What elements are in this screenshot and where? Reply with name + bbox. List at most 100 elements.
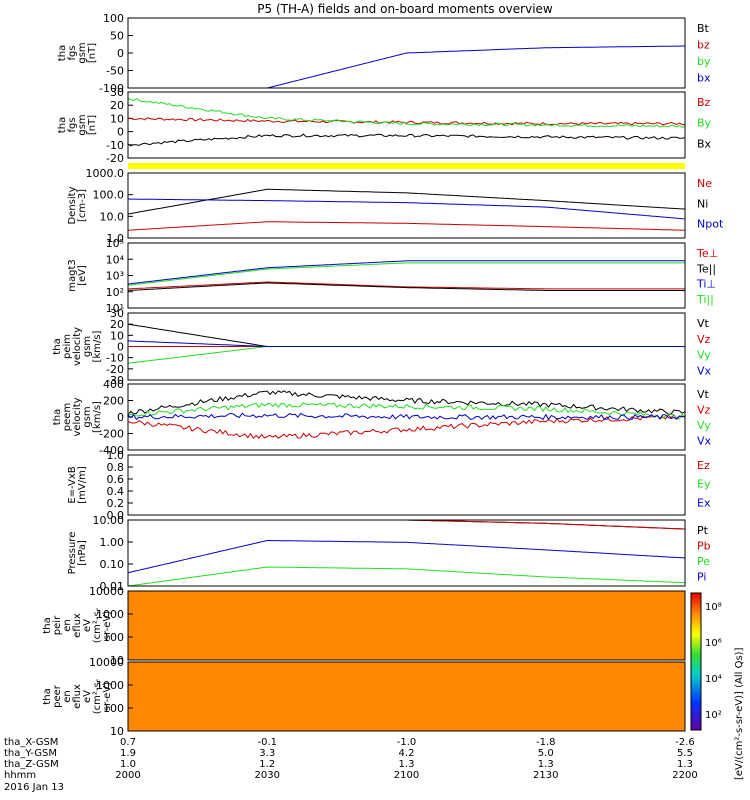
xaxis-value: 1.0 <box>120 759 136 770</box>
ytick-label: 10.00 <box>93 514 125 527</box>
xaxis-value: -2.6 <box>675 737 695 748</box>
ytick-label: -200 <box>99 428 124 441</box>
panel-frame <box>127 91 686 159</box>
xaxis-value: 2100 <box>394 770 419 781</box>
series-Te⊥ <box>127 281 685 290</box>
ytick-label: 10¹ <box>106 302 124 315</box>
ylabel-line: [km/s] <box>92 401 103 433</box>
panel-frame <box>127 383 686 451</box>
series-Vy <box>127 402 686 420</box>
legend-entry: Ez <box>697 459 710 472</box>
ylabel-line: (cm²-s- <box>92 607 103 643</box>
ytick-label: -20 <box>106 152 124 165</box>
ytick-label: 20 <box>110 318 124 331</box>
series-By <box>127 98 686 128</box>
colorbar-tick: 10⁶ <box>705 638 722 649</box>
panel-peir: 10000 1000 100 10 tha peir en eflux eV (cm²-s-sr-… <box>42 585 686 667</box>
legend-entry: Vy <box>697 349 711 362</box>
ytick-label: -10 <box>106 352 124 365</box>
ylabel-line: gsm <box>82 336 93 357</box>
legend-entry: Bx <box>697 137 712 150</box>
ytick-label: 100 <box>103 702 124 715</box>
ylabel-line: sr-eV) <box>102 682 113 711</box>
legend-entry: By <box>697 117 712 130</box>
ylabel-line: en <box>62 690 73 703</box>
date-label: 2016 Jan 13 <box>4 782 64 793</box>
ytick-label: 1000 <box>96 679 124 692</box>
ylabel-line: tha <box>52 409 63 425</box>
ylabel-line: (cm²-s- <box>92 678 103 714</box>
series-Npot <box>127 198 686 220</box>
legend-entry: Vt <box>697 317 710 330</box>
legend-entry: Bz <box>697 96 711 109</box>
ylabel-line: eflux <box>72 613 83 638</box>
ytick-label: 20 <box>110 99 124 112</box>
legend-entry: Ex <box>697 496 711 509</box>
ytick-label: 1000.0 <box>86 167 125 180</box>
legend-entry: Te|| <box>696 262 716 275</box>
ytick-label: 10³ <box>106 270 124 283</box>
xaxis-value: 2130 <box>533 770 558 781</box>
ylabel: E=-VxB [mV/m] <box>67 466 88 504</box>
legend-entry: Ey <box>697 478 711 491</box>
ylabel-line: magt3 <box>67 259 78 292</box>
xaxis-value: 5.0 <box>538 748 554 759</box>
series-Vx <box>127 340 685 347</box>
series-Ni <box>127 188 686 215</box>
ytick-label: 1.0 <box>107 449 125 462</box>
data-quality-bar <box>128 163 685 169</box>
ytick-label: 1.00 <box>100 536 125 549</box>
ylabel-line: [nT] <box>87 43 98 63</box>
legend-entry: Pi <box>697 571 706 584</box>
ylabel: Pressure [nPa] <box>67 532 88 575</box>
ylabel: tha peir en eflux eV (cm²-s-sr-eV) <box>42 607 113 643</box>
ytick-label: 0.10 <box>100 558 125 571</box>
colorbar-tick: 10² <box>705 710 722 721</box>
legend-entry: Vz <box>697 404 711 417</box>
ytick-label: 30 <box>110 307 124 320</box>
series-Te|| <box>127 282 685 291</box>
xaxis-value: 2200 <box>672 770 697 781</box>
colorbar-tick: 10⁴ <box>705 674 722 685</box>
ylabel-line: peem <box>62 403 73 431</box>
xaxis-value: 1.2 <box>259 759 275 770</box>
series-Pe <box>127 566 686 587</box>
legend-entry: Te⊥ <box>696 247 718 260</box>
xaxis-value: 0.7 <box>120 737 136 748</box>
ytick-label: 10² <box>106 286 124 299</box>
legend-entry: Ne <box>697 177 712 190</box>
panel-temp: 10⁵ 10⁴ 10³ 10² 10¹ magt3 [eV] Te⊥ Te|| Ti⊥ Ti|| <box>67 237 718 315</box>
xaxis-value: 1.3 <box>538 759 554 770</box>
panel-peer: 10000 1000 100 10 tha peer en eflux eV (cm²-s-sr-… <box>42 656 686 738</box>
ytick-label: -50 <box>106 65 124 78</box>
ylabel-line: gsm <box>77 42 88 63</box>
ytick-label: -30 <box>106 374 124 387</box>
panel-efield: 1.00.80.60.40.20.0 E=-VxB [mV/m] Ez Ey Ex <box>67 449 711 522</box>
ytick-label: 0.2 <box>107 497 125 510</box>
series-Vt <box>127 390 686 416</box>
series-Vy <box>127 346 685 364</box>
ylabel-line: [eV] <box>77 265 88 286</box>
legend-entry: Ti|| <box>696 293 714 306</box>
ytick-label: -10 <box>106 139 124 152</box>
ytick-label: 0.0 <box>107 509 125 522</box>
xaxis-row-label: hhmm <box>4 770 36 781</box>
xaxis-value: 5.5 <box>677 748 693 759</box>
panel-frame <box>127 661 686 732</box>
ylabel-line: tha <box>42 688 53 704</box>
xaxis-row-label: tha_Z-GSM <box>4 759 59 770</box>
legend-entry: Vz <box>697 333 711 346</box>
ytick-label: 0 <box>117 411 124 424</box>
ytick-label: 100.0 <box>93 189 125 202</box>
ylabel-line: [nPa] <box>77 540 88 566</box>
xaxis-value: 4.2 <box>399 748 415 759</box>
ytick-label: 1000 <box>96 608 124 621</box>
ytick-label: 0.4 <box>107 485 125 498</box>
legend-entry: Ti⊥ <box>696 278 716 291</box>
panel-frame <box>127 454 686 516</box>
ylabel: magt3 [eV] <box>67 259 88 292</box>
ytick-label: 10 <box>110 725 124 738</box>
legend-entry: bx <box>697 72 711 85</box>
